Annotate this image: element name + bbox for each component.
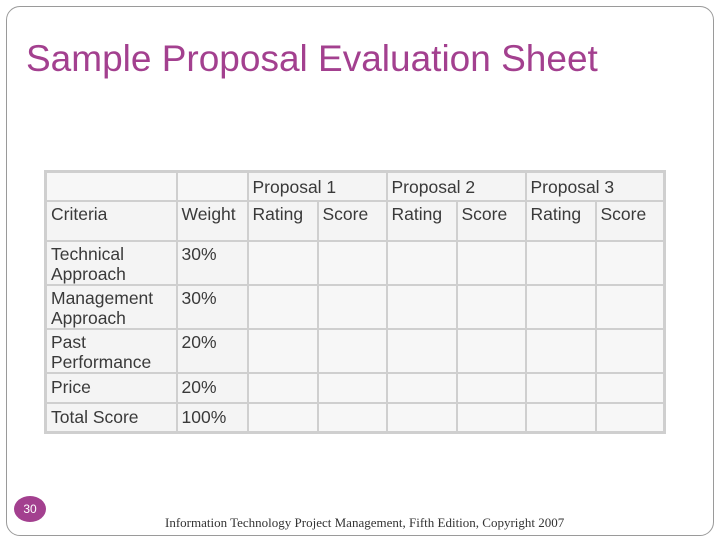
- proposal-evaluation-table: Proposal 1 Proposal 2 Proposal 3 Criteri…: [44, 170, 666, 434]
- score-cell: [316, 371, 388, 404]
- score-cell: [594, 239, 666, 286]
- rating-cell: [246, 283, 319, 330]
- rating-cell: [385, 283, 458, 330]
- rating-cell: [524, 401, 597, 434]
- rating-cell: [524, 283, 597, 330]
- criteria-line: Past: [51, 331, 87, 352]
- rating-cell: [246, 327, 319, 374]
- criteria-line: Management: [51, 287, 154, 308]
- table-row: Past Performance 20%: [44, 327, 666, 374]
- proposal-2-header: Proposal 2: [385, 170, 527, 202]
- table-row: Management Approach 30%: [44, 283, 666, 330]
- proposal-3-rating-header: Rating: [524, 199, 597, 242]
- criteria-cell: Technical Approach: [44, 239, 178, 286]
- proposal-1-score-header: Score: [316, 199, 388, 242]
- score-cell: [594, 401, 666, 434]
- rating-cell: [385, 401, 458, 434]
- score-cell: [594, 283, 666, 330]
- slide-title: Sample Proposal Evaluation Sheet: [26, 38, 598, 79]
- footer-copyright: Information Technology Project Managemen…: [165, 515, 565, 530]
- empty-header-cell: [175, 170, 249, 202]
- table-row: Price 20%: [44, 371, 666, 404]
- criteria-line: Technical: [51, 243, 124, 264]
- score-cell: [455, 239, 527, 286]
- proposal-2-score-header: Score: [455, 199, 527, 242]
- rating-cell: [524, 239, 597, 286]
- criteria-cell: Total Score: [44, 401, 178, 434]
- slide-number: 30: [23, 502, 37, 516]
- score-cell: [455, 401, 527, 434]
- slide-number-badge: 30: [14, 496, 46, 522]
- weight-cell: 20%: [175, 371, 249, 404]
- weight-cell: 30%: [175, 239, 249, 286]
- rating-cell: [246, 371, 319, 404]
- criteria-cell: Price: [44, 371, 178, 404]
- criteria-line: Approach: [51, 263, 126, 284]
- weight-cell: 20%: [175, 327, 249, 374]
- weight-cell: 30%: [175, 283, 249, 330]
- weight-cell: 100%: [175, 401, 249, 434]
- rating-cell: [524, 371, 597, 404]
- rating-cell: [246, 239, 319, 286]
- criteria-line: Approach: [51, 307, 126, 328]
- score-cell: [316, 327, 388, 374]
- score-cell: [594, 371, 666, 404]
- score-cell: [316, 239, 388, 286]
- criteria-header: Criteria: [44, 199, 178, 242]
- proposal-1-header: Proposal 1: [246, 170, 388, 202]
- column-header-row: Criteria Weight Rating Score Rating Scor…: [44, 199, 666, 242]
- criteria-cell: Past Performance: [44, 327, 178, 374]
- score-cell: [455, 283, 527, 330]
- rating-cell: [246, 401, 319, 434]
- table-row: Total Score 100%: [44, 401, 666, 434]
- rating-cell: [385, 239, 458, 286]
- rating-cell: [385, 327, 458, 374]
- proposal-2-rating-header: Rating: [385, 199, 458, 242]
- score-cell: [455, 371, 527, 404]
- criteria-line: Performance: [51, 351, 152, 372]
- rating-cell: [385, 371, 458, 404]
- proposal-3-score-header: Score: [594, 199, 666, 242]
- score-cell: [316, 401, 388, 434]
- score-cell: [316, 283, 388, 330]
- criteria-cell: Management Approach: [44, 283, 178, 330]
- empty-header-cell: [44, 170, 178, 202]
- proposal-1-rating-header: Rating: [246, 199, 319, 242]
- rating-cell: [524, 327, 597, 374]
- weight-header: Weight: [175, 199, 249, 242]
- proposal-3-header: Proposal 3: [524, 170, 666, 202]
- proposal-header-row: Proposal 1 Proposal 2 Proposal 3: [44, 170, 666, 202]
- score-cell: [594, 327, 666, 374]
- score-cell: [455, 327, 527, 374]
- table-row: Technical Approach 30%: [44, 239, 666, 286]
